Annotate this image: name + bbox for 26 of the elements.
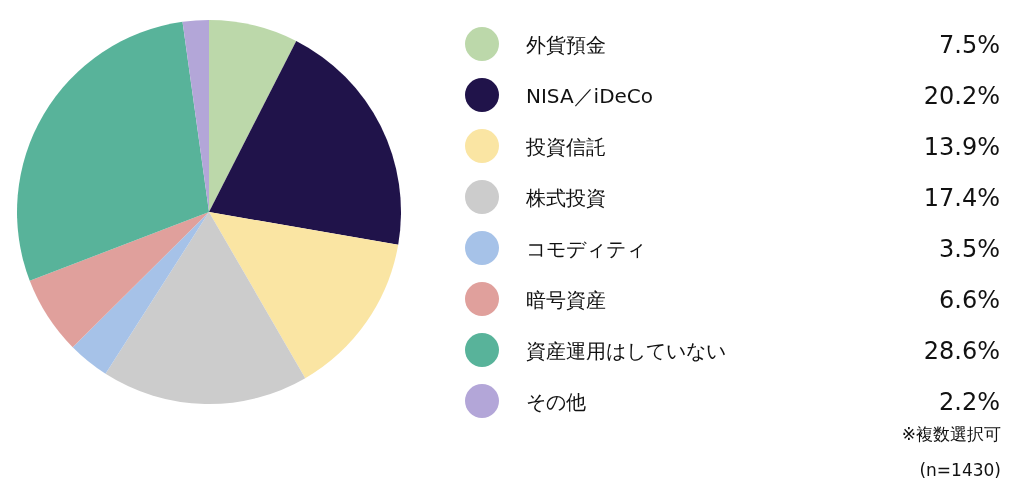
- legend-label: 外貨預金: [526, 33, 606, 57]
- legend-label: その他: [526, 390, 586, 414]
- data-label: 28.6%: [923, 337, 1000, 365]
- pie-slice: [209, 40, 401, 245]
- legend-label: 資産運用はしていない: [526, 339, 726, 363]
- data-label: 20.2%: [923, 82, 1000, 110]
- text: (n=1430): [919, 460, 1001, 480]
- pie-slice: [209, 20, 297, 212]
- legend-label: 株式投資: [525, 186, 606, 210]
- text: ※複数選択可: [901, 424, 1001, 444]
- data-label: 3.5%: [939, 235, 1000, 263]
- legend-label: 投資信託: [525, 135, 606, 159]
- legend-label: NISA／iDeCo: [526, 84, 654, 108]
- legend-label: 暗号資産: [526, 288, 606, 312]
- data-label: 17.4%: [923, 184, 1000, 212]
- data-label: 13.9%: [923, 133, 1000, 161]
- pie-slice: [17, 21, 209, 281]
- data-label: 6.6%: [939, 286, 1000, 314]
- data-label: 7.5%: [939, 31, 1000, 59]
- pie-slice: [29, 212, 209, 348]
- data-label: 2.2%: [939, 388, 1000, 416]
- pie-slice: [105, 212, 306, 404]
- pie-slice: [209, 212, 399, 379]
- pie-slice: [182, 20, 209, 212]
- legend-label: コモディティ: [526, 237, 646, 261]
- pie-slice: [72, 212, 209, 374]
